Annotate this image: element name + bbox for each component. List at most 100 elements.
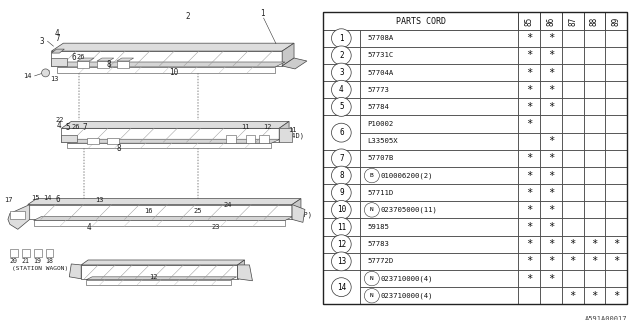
Text: *: * — [526, 239, 532, 249]
Bar — [540, 12, 562, 30]
Text: 5: 5 — [339, 102, 344, 111]
Bar — [562, 253, 584, 270]
Circle shape — [332, 278, 351, 297]
Text: 14: 14 — [337, 283, 346, 292]
Bar — [540, 150, 562, 167]
Text: *: * — [548, 102, 554, 112]
Polygon shape — [51, 51, 282, 66]
Bar — [605, 150, 627, 167]
Text: B: B — [370, 173, 374, 178]
Text: *: * — [548, 222, 554, 232]
Text: 023710000(4): 023710000(4) — [381, 275, 433, 282]
Polygon shape — [292, 199, 301, 220]
Bar — [518, 201, 540, 219]
Bar — [518, 219, 540, 236]
Text: (STATION WAGON): (STATION WAGON) — [12, 266, 68, 271]
Text: 26: 26 — [77, 54, 85, 60]
Text: 57704A: 57704A — [367, 69, 394, 76]
Text: 23: 23 — [212, 224, 220, 230]
Bar — [323, 98, 360, 116]
Bar — [584, 219, 605, 236]
Text: 7: 7 — [339, 154, 344, 163]
Text: 20: 20 — [10, 258, 18, 264]
Bar — [562, 30, 584, 47]
Text: *: * — [526, 188, 532, 198]
Text: *: * — [570, 239, 576, 249]
Bar — [323, 47, 360, 64]
Bar — [360, 133, 518, 150]
Bar — [360, 64, 518, 81]
Polygon shape — [117, 58, 134, 61]
Text: 023705000(11): 023705000(11) — [381, 207, 438, 213]
Text: 57784: 57784 — [367, 104, 389, 110]
Bar — [540, 98, 562, 116]
Bar — [323, 270, 360, 304]
Bar — [540, 287, 562, 304]
Bar — [605, 270, 627, 287]
Text: *: * — [548, 136, 554, 146]
Bar — [562, 81, 584, 98]
Text: 13: 13 — [50, 76, 59, 82]
Polygon shape — [58, 62, 285, 67]
Text: 8: 8 — [116, 144, 121, 153]
Bar — [518, 47, 540, 64]
Text: 3: 3 — [339, 68, 344, 77]
Bar — [562, 270, 584, 287]
Text: *: * — [591, 291, 598, 301]
Bar — [584, 287, 605, 304]
Polygon shape — [81, 265, 237, 279]
Polygon shape — [282, 58, 307, 69]
Circle shape — [332, 183, 351, 202]
Text: 4: 4 — [55, 29, 60, 38]
Text: *: * — [570, 291, 576, 301]
Text: 1: 1 — [339, 34, 344, 43]
Bar — [562, 184, 584, 201]
Text: 14: 14 — [24, 73, 32, 79]
Text: *: * — [526, 68, 532, 77]
Text: 4: 4 — [339, 85, 344, 94]
Bar — [360, 287, 518, 304]
Polygon shape — [28, 204, 292, 220]
Bar — [360, 30, 518, 47]
Text: 13: 13 — [95, 196, 103, 203]
Text: *: * — [548, 33, 554, 43]
Circle shape — [332, 29, 351, 48]
Text: 2: 2 — [339, 51, 344, 60]
Polygon shape — [86, 280, 230, 285]
Bar — [562, 150, 584, 167]
Polygon shape — [34, 216, 293, 220]
Bar — [584, 184, 605, 201]
Text: 11: 11 — [337, 223, 346, 232]
Text: 1: 1 — [260, 9, 265, 18]
Bar — [605, 133, 627, 150]
Bar — [540, 64, 562, 81]
Bar — [323, 201, 360, 219]
Bar — [323, 167, 360, 184]
Text: *: * — [548, 153, 554, 164]
Text: 5: 5 — [65, 123, 70, 132]
Bar — [562, 116, 584, 133]
Bar — [518, 236, 540, 253]
Bar — [540, 81, 562, 98]
Bar — [360, 184, 518, 201]
Text: *: * — [526, 33, 532, 43]
Text: 15: 15 — [31, 195, 40, 201]
Bar — [518, 184, 540, 201]
Polygon shape — [34, 220, 285, 226]
Text: *: * — [526, 153, 532, 164]
Text: 26: 26 — [71, 124, 79, 130]
Bar — [323, 184, 360, 201]
Text: 57707B: 57707B — [367, 156, 394, 161]
Text: N: N — [370, 207, 374, 212]
Bar — [360, 270, 518, 287]
Circle shape — [332, 80, 351, 99]
Text: 57711D: 57711D — [367, 190, 394, 196]
Bar — [360, 116, 518, 133]
Bar — [518, 98, 540, 116]
Text: *: * — [591, 256, 598, 267]
Bar — [540, 116, 562, 133]
Bar — [323, 81, 360, 98]
Bar — [540, 30, 562, 47]
Bar — [360, 219, 518, 236]
Polygon shape — [87, 138, 99, 144]
